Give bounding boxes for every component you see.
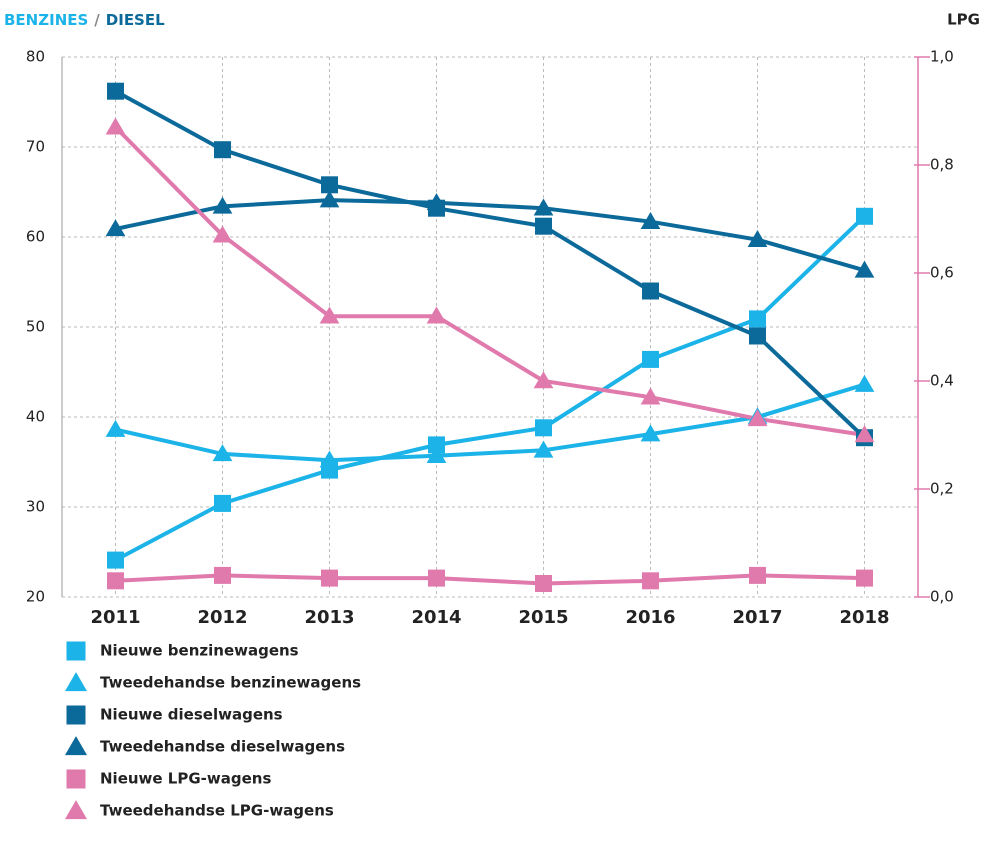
y2-tick-label: 0,4 xyxy=(930,372,954,390)
marker-square xyxy=(321,569,338,587)
y-tick-label: 80 xyxy=(26,48,45,66)
marker-triangle xyxy=(854,260,875,278)
marker-triangle xyxy=(533,198,554,216)
y2-tick-label: 0,2 xyxy=(930,480,954,498)
legend-label: Nieuwe dieselwagens xyxy=(100,706,283,724)
marker-triangle xyxy=(747,409,768,427)
left-axis-title-part: / xyxy=(94,11,100,29)
marker-triangle xyxy=(212,225,233,243)
legend-marker xyxy=(64,672,88,692)
marker-triangle xyxy=(640,212,661,229)
marker-triangle xyxy=(319,190,340,208)
x-tick-label: 2016 xyxy=(625,607,675,628)
legend-label: Tweedehandse benzinewagens xyxy=(100,674,361,692)
series-line xyxy=(114,214,866,562)
marker-square xyxy=(642,572,659,590)
legend-label: Tweedehandse dieselwagens xyxy=(100,738,345,756)
legend-marker xyxy=(66,705,86,725)
marker-square xyxy=(214,494,231,512)
x-tick-label: 2014 xyxy=(411,607,461,628)
y-tick-label: 50 xyxy=(26,318,45,336)
y2-tick-label: 0,6 xyxy=(930,264,954,282)
marker-triangle xyxy=(640,387,661,405)
marker-square xyxy=(642,282,659,300)
marker-square xyxy=(535,575,552,592)
marker-triangle xyxy=(105,117,126,135)
series-line xyxy=(115,382,866,463)
legend-marker xyxy=(64,800,88,820)
series-line xyxy=(115,573,865,586)
y-tick-label: 60 xyxy=(26,228,45,246)
x-tick-label: 2017 xyxy=(732,607,782,628)
y-tick-label: 20 xyxy=(26,588,45,606)
x-tick-label: 2012 xyxy=(197,607,247,628)
x-tick-label: 2015 xyxy=(518,607,568,628)
legend-marker xyxy=(66,769,86,789)
legend-label: Nieuwe LPG-wagens xyxy=(100,770,271,788)
marker-square xyxy=(749,327,766,345)
marker-square xyxy=(642,350,659,368)
series-line xyxy=(114,89,866,440)
marker-triangle xyxy=(640,424,661,442)
marker-square xyxy=(856,569,873,587)
marker-square xyxy=(749,310,766,328)
legend-marker xyxy=(64,736,88,756)
marker-triangle xyxy=(854,425,875,443)
series-line xyxy=(115,198,866,273)
right-axis-title: LPG xyxy=(947,11,980,29)
marker-triangle xyxy=(426,193,447,211)
marker-triangle xyxy=(105,219,126,237)
marker-square xyxy=(535,419,552,437)
marker-triangle xyxy=(319,306,340,324)
marker-square xyxy=(535,217,552,235)
x-tick-label: 2013 xyxy=(304,607,354,628)
marker-square xyxy=(321,176,338,194)
series-line xyxy=(114,125,865,437)
marker-triangle xyxy=(426,446,447,463)
marker-square xyxy=(428,569,445,587)
marker-triangle xyxy=(105,419,126,437)
marker-triangle xyxy=(533,371,554,389)
left-axis-title-part: BENZINES xyxy=(4,11,88,29)
x-tick-label: 2018 xyxy=(839,607,889,628)
marker-square xyxy=(749,566,766,584)
legend-marker xyxy=(66,641,86,661)
marker-triangle xyxy=(747,230,768,247)
marker-square xyxy=(107,551,124,569)
y-tick-label: 70 xyxy=(26,138,45,156)
legend-label: Tweedehandse LPG-wagens xyxy=(100,802,334,820)
y2-tick-label: 0,8 xyxy=(930,156,954,174)
marker-square xyxy=(214,566,231,584)
marker-triangle xyxy=(854,374,875,392)
x-tick-label: 2011 xyxy=(90,607,140,628)
marker-square xyxy=(856,207,873,225)
left-axis-title: BENZINES / DIESEL xyxy=(4,11,165,29)
left-axis-title-part: DIESEL xyxy=(106,11,165,29)
y2-tick-label: 0,0 xyxy=(930,588,954,606)
marker-square xyxy=(214,141,231,159)
marker-triangle xyxy=(212,444,233,462)
marker-square xyxy=(107,572,124,590)
legend-label: Nieuwe benzinewagens xyxy=(100,642,299,660)
marker-square xyxy=(107,82,124,100)
y-tick-label: 40 xyxy=(26,408,45,426)
y-tick-label: 30 xyxy=(26,498,45,516)
marker-triangle xyxy=(212,196,233,214)
marker-triangle xyxy=(533,440,554,458)
marker-triangle xyxy=(426,306,447,324)
marker-square xyxy=(428,436,445,454)
y2-tick-label: 1,0 xyxy=(930,48,954,66)
marker-triangle xyxy=(319,450,340,468)
